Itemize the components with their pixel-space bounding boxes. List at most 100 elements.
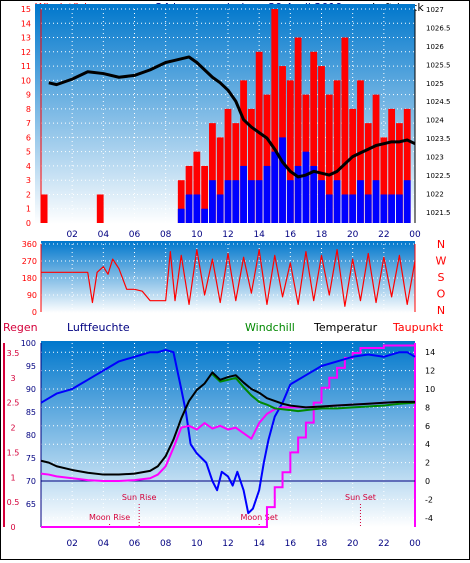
y-right-tick-label: 1025 — [426, 80, 444, 88]
x-tick-label: 18 — [316, 230, 328, 240]
y-right-tick-label: 1021.5 — [426, 209, 451, 217]
wind-bar — [310, 165, 318, 223]
gust-bar — [209, 123, 216, 223]
rain-line — [41, 343, 416, 528]
y-right-tick-label: 4 — [425, 440, 430, 449]
wind-bar — [193, 194, 201, 223]
compass-label: N — [437, 304, 445, 317]
humidity-tick-label: 90 — [26, 385, 36, 394]
x-tick-label: 00 — [409, 230, 421, 240]
annotation-label: Moon Rise — [89, 513, 130, 522]
y-right-tick-label: 1025.5 — [426, 61, 451, 69]
gust-bar — [325, 94, 333, 223]
x-tick-label: 14 — [253, 230, 265, 240]
y-tick-label: 9 — [26, 91, 31, 100]
y-tick-label: 15 — [21, 5, 31, 14]
wind-bar — [380, 194, 388, 223]
humidity-tick-label: 65 — [26, 500, 36, 509]
x-tick-label: 06 — [129, 230, 141, 240]
gust-bar — [271, 9, 279, 223]
rain-tick-label: 0.5 — [7, 498, 20, 507]
wind-bar — [294, 165, 302, 223]
wind-direction-line — [41, 249, 416, 307]
gust-bar — [380, 137, 388, 223]
x-tick-label: 04 — [98, 230, 110, 240]
y-right-tick-label: 1027 — [426, 6, 444, 14]
y-tick-label: 270 — [22, 257, 37, 266]
compass-label: O — [437, 288, 446, 301]
rain-tick-label: 2.5 — [7, 399, 20, 408]
wind-bar — [357, 180, 364, 223]
humidity-tick-label: 100 — [21, 339, 36, 348]
gust-bar — [177, 180, 185, 223]
wind-bar — [396, 194, 403, 223]
y-right-tick-label: -2 — [425, 495, 433, 504]
x-tick-label: 20 — [347, 230, 359, 240]
y-right-tick-label: 1026.5 — [426, 24, 451, 32]
wind-bar — [341, 194, 349, 223]
y-right-tick-label: 10 — [425, 385, 435, 394]
x-tick-label: 10 — [191, 230, 203, 240]
gust-bar — [388, 108, 396, 223]
annotation-label: Sun Rise — [122, 493, 157, 502]
rain-tick-label: 3 — [10, 374, 15, 383]
windchill-line — [211, 373, 416, 413]
y-tick-label: 2 — [26, 190, 31, 199]
y-right-tick-label: 1023.5 — [426, 135, 451, 143]
humidity-line — [40, 348, 416, 515]
x-tick-label: 14 — [253, 539, 265, 549]
y-tick-label: 6 — [26, 133, 31, 142]
y-right-tick-label: 1024 — [426, 117, 444, 125]
wind-bar — [349, 194, 357, 223]
gust-bar — [372, 94, 380, 223]
x-tick-label: 16 — [285, 230, 297, 240]
wind-bar — [372, 180, 380, 223]
wind-bar — [364, 194, 372, 223]
wind-bar — [263, 165, 271, 223]
y-right-tick-label: 8 — [425, 403, 430, 412]
y-tick-label: 90 — [27, 291, 37, 300]
wind-bar — [177, 208, 185, 223]
x-tick-label: 02 — [66, 230, 77, 240]
gust-bar — [341, 37, 349, 224]
y-right-tick-label: 6 — [425, 422, 430, 431]
compass-label: S — [438, 271, 445, 284]
label-luftfeuchte: Luftfeuchte — [67, 321, 130, 334]
pressure-line — [48, 55, 416, 179]
wind-bar — [403, 180, 411, 223]
y-right-tick-label: 12 — [425, 367, 435, 376]
label-temperatur: Temperatur — [313, 321, 378, 334]
wind-bar — [318, 180, 325, 223]
gust-bar — [349, 108, 357, 223]
y-tick-label: 13 — [21, 34, 31, 43]
humidity-tick-label: 70 — [26, 477, 36, 486]
y-right-tick-label: -4 — [425, 514, 433, 523]
y-tick-label: 180 — [22, 274, 37, 283]
gust-bar — [96, 194, 104, 223]
y-right-tick-label: 1022.5 — [426, 172, 451, 180]
rain-tick-label: 2 — [10, 424, 15, 433]
y-tick-label: 11 — [21, 62, 31, 71]
x-tick-label: 08 — [160, 230, 172, 240]
y-right-tick-label: 14 — [425, 348, 435, 357]
x-tick-label: 06 — [129, 539, 141, 549]
y-tick-label: 8 — [26, 105, 31, 114]
rain-tick-label: 0 — [10, 523, 15, 532]
x-tick-label: 00 — [409, 539, 421, 549]
wind-bar — [224, 180, 232, 223]
y-tick-label: 5 — [26, 148, 31, 157]
humidity-tick-label: 80 — [26, 431, 36, 440]
gust-bar — [193, 151, 201, 223]
x-tick-label: 22 — [378, 230, 389, 240]
y-tick-label: 10 — [21, 76, 31, 85]
x-tick-label: 20 — [347, 539, 359, 549]
x-tick-label: 18 — [316, 539, 328, 549]
wind-bar — [325, 194, 333, 223]
humidity-tick-label: 95 — [26, 362, 36, 371]
wind-bar — [279, 137, 286, 223]
compass-label: N — [437, 238, 445, 251]
x-tick-label: 22 — [378, 539, 389, 549]
wind-bar — [333, 180, 341, 223]
label-windchill: Windchill — [245, 321, 295, 334]
